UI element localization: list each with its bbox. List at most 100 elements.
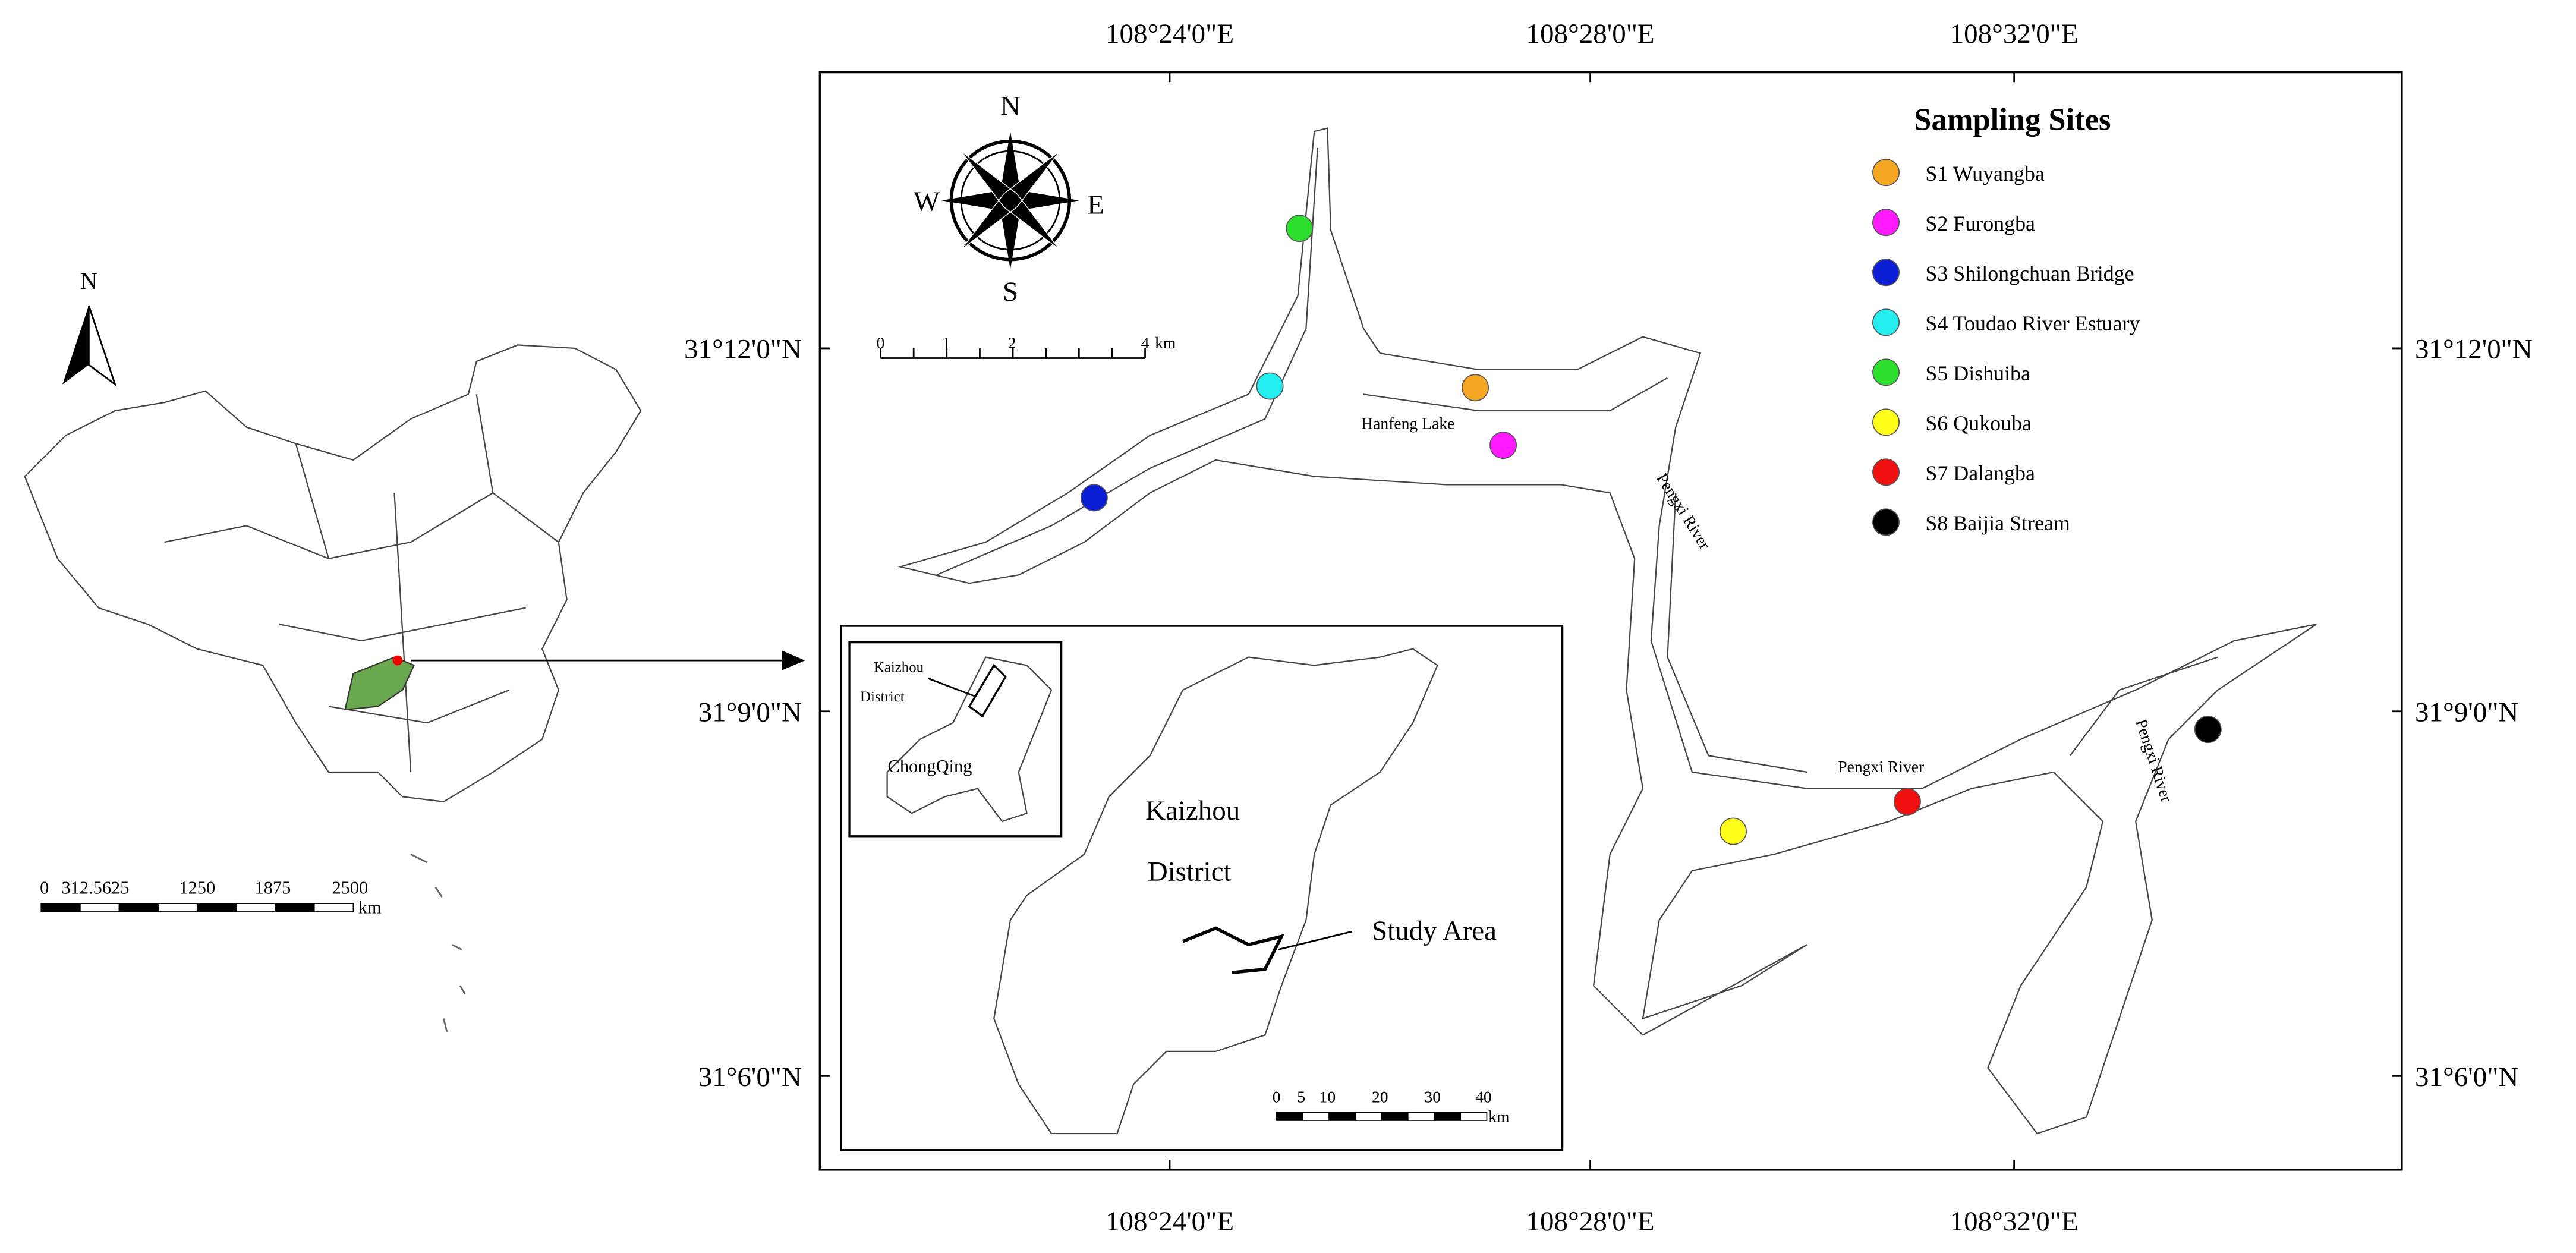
lat-label: 31°6'0"N xyxy=(2415,1062,2518,1093)
legend-title: Sampling Sites xyxy=(1914,102,2111,137)
north-label: N xyxy=(80,267,97,294)
lat-label: 31°9'0"N xyxy=(2415,697,2518,728)
legend-label: S3 Shilongchuan Bridge xyxy=(1925,262,2134,285)
kaizhou-outline xyxy=(993,648,1438,1135)
north-arrow xyxy=(62,306,89,385)
site-marker xyxy=(1286,215,1314,243)
scale-segment xyxy=(1355,1112,1383,1121)
scale-segment xyxy=(1460,1112,1488,1121)
river-inner xyxy=(936,147,2218,773)
lat-label: 31°6'0"N xyxy=(698,1062,802,1093)
scale-segment xyxy=(235,903,276,912)
scale-segment xyxy=(275,903,315,912)
scale-label: 20 xyxy=(1372,1088,1388,1106)
scale-label: 0 xyxy=(40,878,49,898)
site-marker xyxy=(1462,374,1489,402)
scale-label: 312.5625 xyxy=(61,878,129,898)
inset-small-frame xyxy=(848,641,1063,838)
legend-marker xyxy=(1872,508,1900,536)
site-marker xyxy=(1489,432,1517,459)
scale-unit: km xyxy=(358,898,382,918)
site-marker xyxy=(2194,716,2222,744)
scale-label: 0 xyxy=(877,333,885,352)
scale-label: 2500 xyxy=(332,878,368,898)
graticule: 108°24'0"E 108°24'0"E 108°28'0"E 108°28'0"E… xyxy=(684,18,2533,1237)
scale-unit: km xyxy=(1488,1107,1510,1126)
scale-label: 2 xyxy=(1008,333,1016,352)
lat-label: 31°9'0"N xyxy=(698,697,802,728)
north-arrow xyxy=(87,305,117,387)
scale-segment xyxy=(1434,1112,1462,1121)
inset-label: ChongQing xyxy=(888,756,972,776)
scale-segment xyxy=(118,903,159,912)
lat-label: 31°12'0"N xyxy=(684,334,802,365)
place-label: Hanfeng Lake xyxy=(1361,414,1454,432)
place-label: Pengxi River xyxy=(2132,717,2176,805)
china-outline xyxy=(24,344,642,802)
inset-label: District xyxy=(860,689,905,705)
site-marker xyxy=(1256,372,1284,400)
scale-segment xyxy=(1302,1112,1330,1121)
site-marker xyxy=(1080,484,1108,512)
china-provinces xyxy=(164,394,559,773)
scale-label: 0 xyxy=(1273,1088,1281,1106)
inset-label: District xyxy=(1148,856,1232,887)
scale-segment xyxy=(158,903,198,912)
lat-label: 31°12'0"N xyxy=(2415,334,2533,365)
legend-marker xyxy=(1872,159,1900,187)
scale-segment xyxy=(313,903,354,912)
legend-label: S6 Qukouba xyxy=(1925,411,2032,435)
leader xyxy=(928,678,977,698)
inset-label: Kaizhou xyxy=(874,659,924,675)
scale-label: 4 xyxy=(1141,333,1150,352)
legend-label: S2 Furongba xyxy=(1925,212,2035,235)
site-marker xyxy=(1894,788,1921,816)
scale-label: 5 xyxy=(1297,1088,1305,1106)
lon-label: 108°28'0"E xyxy=(1526,18,1655,49)
compass-n: N xyxy=(1000,90,1021,121)
study-area-shape xyxy=(1182,926,1285,974)
scale-label: 40 xyxy=(1475,1088,1492,1106)
lon-label: 108°32'0"E xyxy=(1950,18,2079,49)
sites: S1 Wuyangba S2 Furongba S3 Shilongchuan Br… xyxy=(1080,159,2222,845)
legend-marker xyxy=(1872,259,1900,287)
compass xyxy=(941,131,1079,270)
compass-s: S xyxy=(1003,276,1018,307)
legend-label: S7 Dalangba xyxy=(1925,461,2035,485)
compass-e: E xyxy=(1087,189,1104,220)
leader xyxy=(1278,930,1353,950)
study-area-dot xyxy=(392,655,403,666)
inset-label: Kaizhou xyxy=(1145,795,1240,826)
lon-label: 108°24'0"E xyxy=(1106,18,1234,49)
map-frame xyxy=(818,71,2403,1171)
legend-label: S5 Dishuiba xyxy=(1925,361,2030,385)
legend-marker xyxy=(1872,408,1900,436)
main-scale: 0 1 2 4 km xyxy=(877,333,1176,359)
scale-label: 1875 xyxy=(255,878,291,898)
site-marker xyxy=(1720,817,1747,845)
scale-label: 30 xyxy=(1424,1088,1441,1106)
legend-marker xyxy=(1872,458,1900,486)
compass-w: W xyxy=(914,186,940,217)
inset-label: Study Area xyxy=(1372,915,1497,946)
scale-segment xyxy=(1328,1112,1356,1121)
scale-segment xyxy=(196,903,237,912)
scale-label: 1 xyxy=(942,333,950,352)
scale-unit: km xyxy=(1155,333,1176,352)
scale-segment xyxy=(40,903,81,912)
legend-marker xyxy=(1872,209,1900,237)
lon-label: 108°24'0"E xyxy=(1106,1206,1234,1237)
scale-label: 10 xyxy=(1320,1088,1336,1106)
chongqing-highlight xyxy=(344,656,415,711)
scale-segment xyxy=(1276,1112,1303,1121)
legend-label: S4 Toudao River Estuary xyxy=(1925,311,2140,335)
scale-segment xyxy=(1407,1112,1435,1121)
pointer-head xyxy=(782,650,805,670)
scale-label: 1250 xyxy=(179,878,215,898)
inset-frame xyxy=(840,625,1564,1151)
islands xyxy=(410,853,466,1032)
